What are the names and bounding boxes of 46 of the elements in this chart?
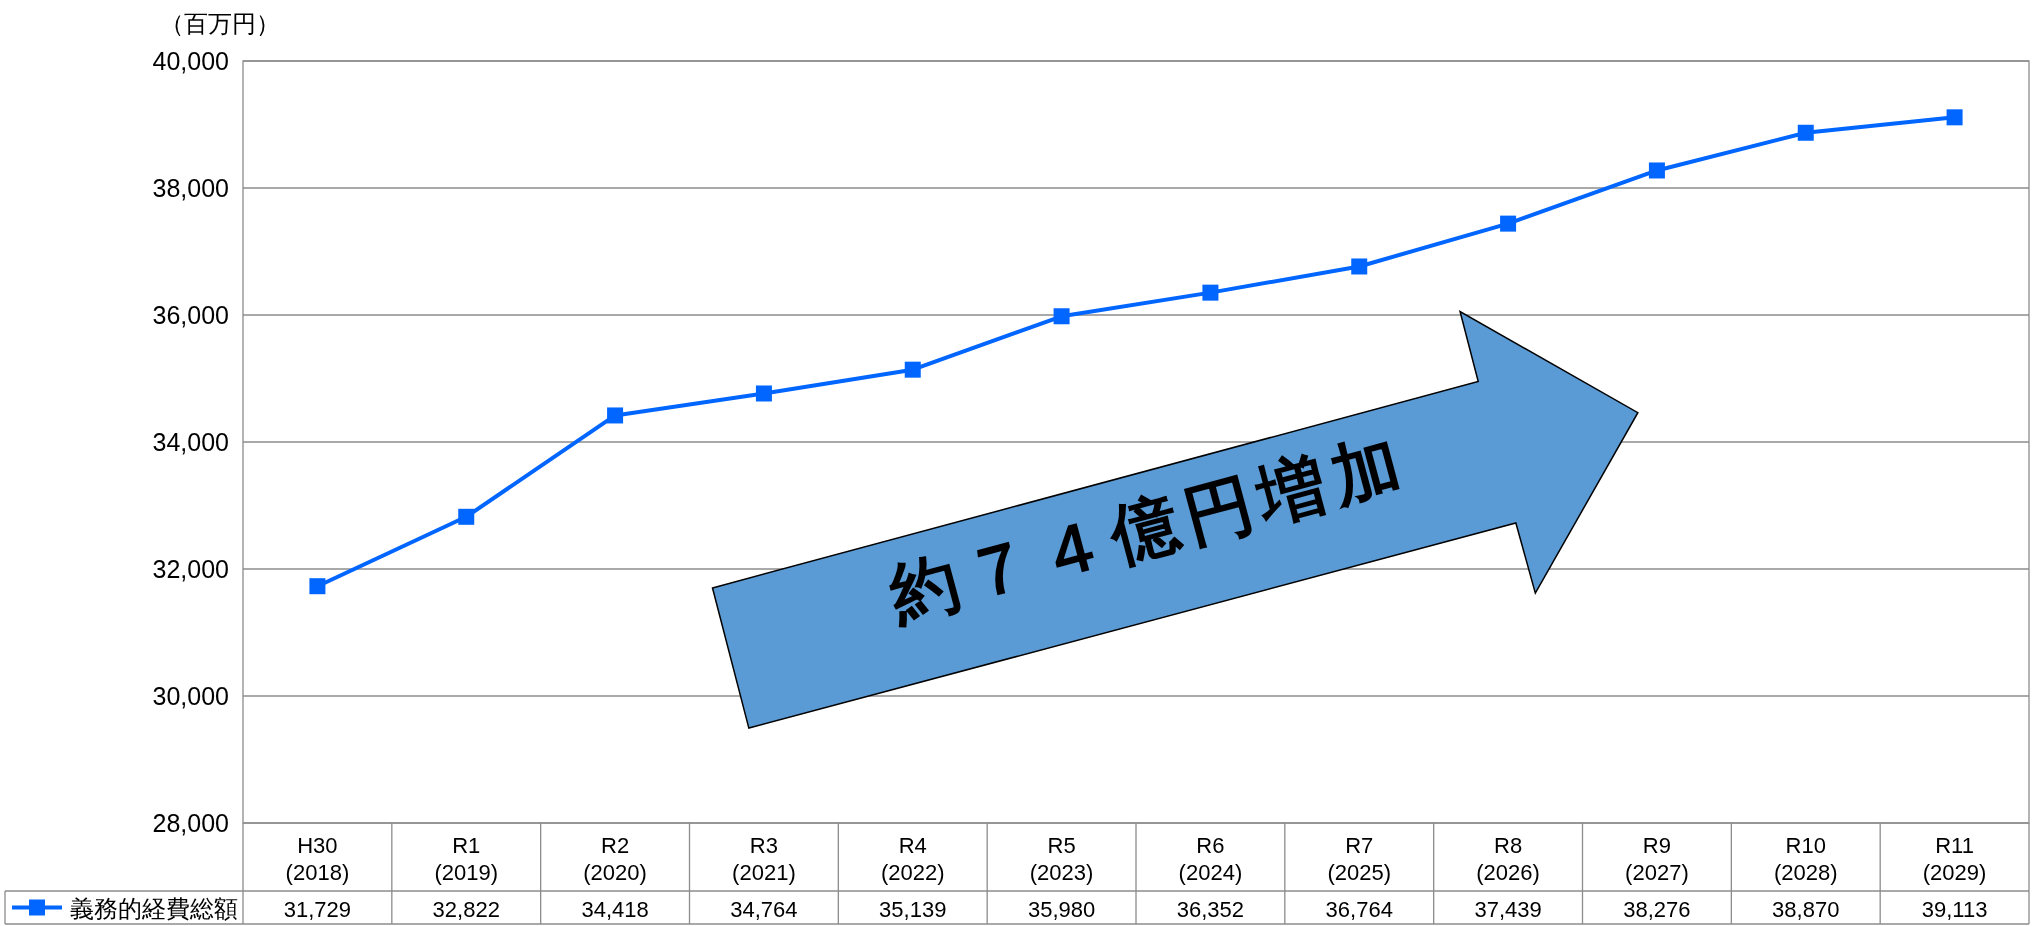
y-tick-label: 38,000 bbox=[152, 174, 229, 202]
data-label: 38,870 bbox=[1772, 896, 1840, 922]
y-tick-label: 36,000 bbox=[152, 301, 229, 329]
x-tick-label: R8 (2026) bbox=[1476, 833, 1540, 885]
point bbox=[1648, 162, 1665, 179]
legend-label: 義務的経費総額 bbox=[70, 894, 238, 922]
point bbox=[1797, 124, 1814, 141]
data-label: 36,764 bbox=[1325, 896, 1393, 922]
data-label: 36,352 bbox=[1176, 896, 1245, 922]
x-tick-label: R2 (2020) bbox=[583, 833, 647, 885]
point bbox=[1500, 215, 1517, 232]
data-label: 35,980 bbox=[1027, 896, 1096, 922]
x-tick-label: R10 (2028) bbox=[1773, 833, 1838, 885]
data-label: 35,139 bbox=[879, 896, 947, 922]
point bbox=[755, 385, 772, 402]
x-tick-label: R1 (2019) bbox=[434, 833, 499, 885]
y-tick-label: 34,000 bbox=[152, 428, 229, 456]
y-tick-label: 40,000 bbox=[152, 47, 229, 75]
x-tick-label: H30 (2018) bbox=[285, 833, 350, 885]
y-tick-label: 32,000 bbox=[152, 555, 229, 583]
point bbox=[1351, 258, 1368, 275]
data-label: 39,113 bbox=[1921, 896, 1988, 922]
point bbox=[1053, 308, 1070, 325]
point bbox=[607, 407, 624, 424]
x-tick-label: R6 (2024) bbox=[1178, 833, 1243, 885]
x-tick-label: R4 (2022) bbox=[880, 833, 945, 885]
data-label: 34,764 bbox=[730, 896, 798, 922]
data-label: 37,439 bbox=[1474, 896, 1542, 922]
data-label: 38,276 bbox=[1623, 896, 1691, 922]
y-axis-title: （百万円） bbox=[160, 10, 280, 37]
data-label: 32,822 bbox=[432, 896, 500, 922]
point bbox=[1202, 284, 1219, 301]
annotation: 約７４億円増加 bbox=[880, 422, 1416, 635]
point bbox=[904, 361, 921, 378]
data-label: 31,729 bbox=[283, 896, 352, 922]
point bbox=[1946, 109, 1963, 126]
data-label: 34,418 bbox=[581, 896, 649, 922]
point bbox=[458, 508, 475, 525]
point bbox=[309, 578, 326, 595]
x-tick-label: R5 (2023) bbox=[1029, 833, 1094, 885]
x-tick-label: R11 (2029) bbox=[1922, 833, 1987, 885]
x-tick-label: R9 (2027) bbox=[1625, 833, 1689, 885]
y-tick-label: 30,000 bbox=[152, 682, 229, 710]
x-tick-label: R3 (2021) bbox=[732, 833, 796, 885]
x-tick-label: R7 (2025) bbox=[1327, 833, 1392, 885]
y-tick-label: 28,000 bbox=[152, 809, 229, 837]
